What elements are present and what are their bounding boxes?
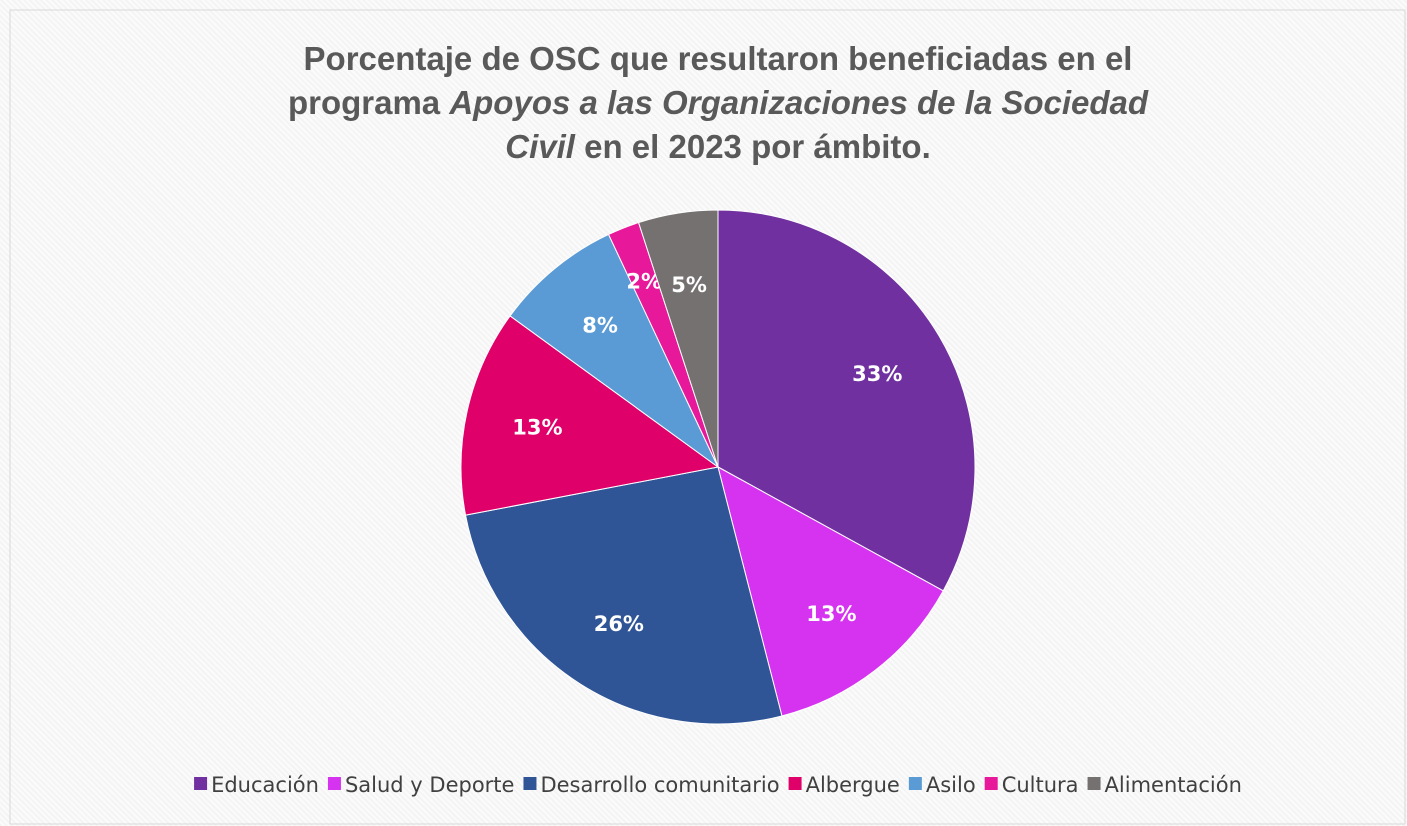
title-run: programa (288, 84, 449, 121)
legend-swatch (1087, 777, 1101, 790)
title-run: Civil (505, 128, 576, 165)
title-run: Apoyos a las Organizaciones de la Socied… (448, 84, 1149, 121)
legend-label: Albergue (806, 773, 900, 797)
legend-label: Desarrollo comunitario (540, 773, 779, 797)
data-label: 5% (671, 273, 707, 297)
legend-swatch (194, 777, 208, 790)
pie-slice (717, 466, 944, 717)
legend-label: Cultura (1002, 773, 1079, 797)
pie-slice (464, 466, 783, 725)
data-label: 26% (594, 612, 644, 636)
title-run: en el 2023 por ámbito. (575, 128, 931, 165)
legend-swatch (908, 777, 922, 790)
pie-slice (509, 233, 719, 468)
legend-label: Salud y Deporte (345, 773, 515, 797)
data-label: 13% (512, 416, 562, 440)
legend-swatch (984, 777, 998, 790)
chart-title: Civil en el 2023 por ámbito. (505, 128, 930, 165)
data-label: 8% (582, 313, 618, 337)
legend-label: Educación (211, 773, 319, 797)
pie-slice (637, 209, 719, 468)
chart-title: Porcentaje de OSC que resultaron benefic… (304, 40, 1133, 77)
chart-border (9, 9, 1406, 825)
chart-title: programa Apoyos a las Organizaciones de … (288, 84, 1149, 121)
legend-swatch (788, 777, 802, 790)
legend-swatch (523, 777, 537, 790)
legend: Educación Salud y Deporte Desarrollo comun… (194, 773, 1242, 797)
legend-label: Asilo (926, 773, 976, 797)
pie-slice (717, 209, 976, 592)
legend-swatch (327, 777, 341, 790)
title-run: Porcentaje de OSC que resultaron benefic… (304, 40, 1133, 77)
data-label: 13% (806, 602, 856, 626)
pie-slice (460, 315, 720, 516)
data-label: 33% (852, 362, 902, 386)
legend-label: Alimentación (1105, 773, 1242, 797)
